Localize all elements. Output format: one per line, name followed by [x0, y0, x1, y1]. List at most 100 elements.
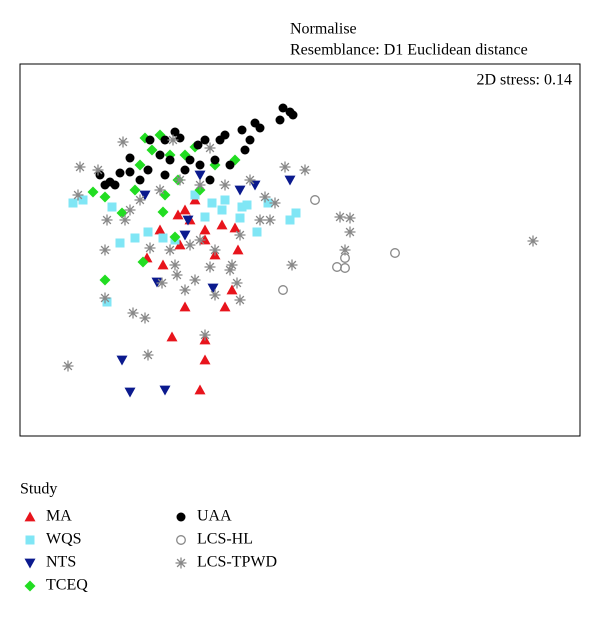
point [164, 244, 176, 256]
point [278, 103, 288, 113]
point [72, 189, 84, 201]
point [249, 180, 261, 191]
point [291, 208, 301, 218]
point [159, 385, 171, 396]
point [263, 198, 273, 208]
point [279, 161, 291, 173]
point [174, 239, 186, 250]
point [299, 164, 311, 176]
legend-label: LCS-TPWD [197, 554, 277, 571]
point [207, 283, 219, 294]
point [234, 185, 246, 196]
point [87, 186, 99, 198]
point [157, 259, 169, 270]
point [224, 264, 236, 276]
point [284, 175, 296, 186]
point [99, 191, 111, 203]
legend-marker [24, 580, 36, 592]
legend-label: TCEQ [46, 577, 88, 594]
point [219, 179, 231, 191]
point [160, 170, 170, 180]
point [110, 180, 120, 190]
point [220, 130, 230, 140]
point [154, 224, 166, 235]
point [174, 174, 186, 186]
point [92, 164, 104, 176]
point [199, 329, 211, 341]
point [189, 274, 201, 286]
point [199, 354, 211, 365]
point [125, 153, 135, 163]
legend-label: WQS [46, 531, 82, 548]
point [235, 213, 245, 223]
point [334, 211, 346, 223]
point [231, 277, 243, 289]
point [527, 235, 539, 247]
point [205, 175, 215, 185]
point [255, 123, 265, 133]
point [143, 165, 153, 175]
point [220, 195, 230, 205]
point [182, 215, 194, 226]
point [240, 145, 250, 155]
point [207, 198, 217, 208]
point [199, 224, 211, 235]
point [264, 214, 276, 226]
point [101, 214, 113, 226]
point [194, 170, 206, 181]
point [252, 227, 262, 237]
legend-label: LCS-HL [197, 531, 253, 548]
point [179, 301, 191, 312]
point [157, 206, 169, 218]
point [242, 200, 252, 210]
point [169, 231, 181, 243]
point [99, 244, 111, 256]
point [340, 263, 350, 273]
point [68, 198, 78, 208]
point [143, 227, 153, 237]
point [259, 191, 271, 203]
point [204, 261, 216, 273]
point [204, 142, 216, 154]
point [237, 202, 247, 212]
legend-label: NTS [46, 554, 76, 571]
point [184, 239, 196, 251]
point [62, 360, 74, 372]
point [339, 244, 351, 256]
legend-marker [175, 557, 187, 569]
point [142, 349, 154, 361]
point [129, 184, 141, 196]
point [190, 190, 200, 200]
point [107, 202, 117, 212]
point [194, 179, 206, 191]
point [195, 160, 205, 170]
point [232, 244, 244, 255]
point [193, 140, 203, 150]
point [115, 238, 125, 248]
point [219, 301, 231, 312]
plot-frame [19, 63, 581, 437]
point [115, 168, 125, 178]
point [209, 244, 221, 256]
point [124, 204, 136, 216]
point [100, 180, 110, 190]
point [169, 259, 181, 271]
point [155, 150, 165, 160]
point [310, 195, 320, 205]
stress-annotation: 2D stress: 0.14 [476, 72, 572, 89]
point [269, 197, 281, 209]
point [99, 274, 111, 286]
chart-subtitle: Resemblance: D1 Euclidean distance [290, 42, 528, 59]
point [245, 135, 255, 145]
point [286, 259, 298, 271]
point [137, 256, 149, 268]
point [158, 233, 168, 243]
point [200, 212, 210, 222]
point [344, 212, 356, 224]
point [278, 285, 288, 295]
chart-title: Normalise [290, 21, 357, 38]
point [127, 307, 139, 319]
point [390, 248, 400, 258]
point [134, 194, 146, 206]
point [210, 155, 220, 165]
